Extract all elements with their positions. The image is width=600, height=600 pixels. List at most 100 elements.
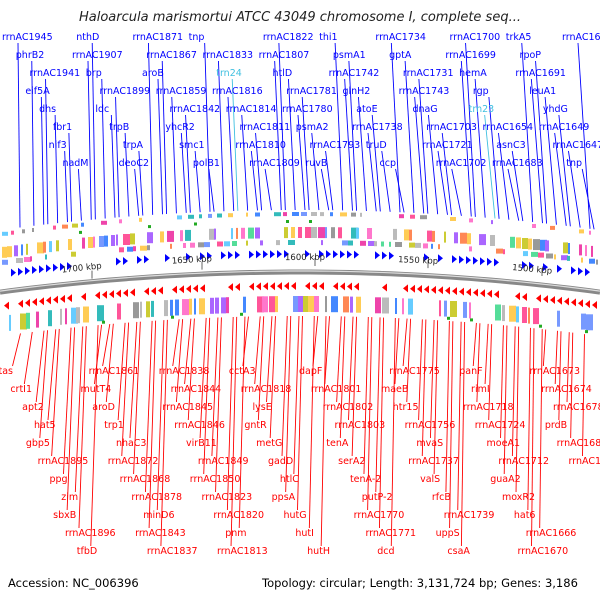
cog-box	[420, 215, 427, 220]
cog-box	[215, 297, 219, 314]
cog-box	[399, 214, 404, 219]
cog-box	[314, 296, 319, 312]
cog-box	[30, 256, 32, 262]
reverse-gene-label: putP-2	[362, 492, 393, 503]
cog-box	[532, 224, 536, 228]
reverse-gene-arrow	[354, 282, 359, 291]
feature-marker	[309, 220, 312, 223]
forward-leader-line	[418, 78, 429, 214]
reverse-gene-arrow	[109, 290, 114, 299]
cog-box	[409, 229, 412, 241]
reverse-leader-line	[203, 317, 211, 475]
cog-box	[522, 307, 527, 323]
reverse-leader-line	[175, 319, 184, 403]
cog-box	[516, 237, 521, 249]
forward-leader-line	[297, 114, 306, 211]
cog-box	[374, 241, 377, 247]
forward-gene-label: trpA	[123, 140, 144, 151]
forward-gene-arrow	[333, 250, 338, 259]
reverse-gene-label: rrnAC1849	[198, 456, 249, 467]
forward-leader-line	[255, 132, 263, 211]
cog-box	[579, 229, 584, 234]
reverse-leader-line	[102, 323, 111, 367]
reverse-gene-arrow	[585, 300, 590, 309]
cog-box	[243, 296, 246, 313]
forward-leader-line	[180, 132, 187, 213]
reverse-leader-line	[199, 317, 207, 439]
reverse-leader-line	[254, 316, 261, 385]
cog-box	[185, 229, 191, 241]
feature-marker	[240, 312, 243, 316]
reverse-gene-arrow	[578, 299, 583, 308]
scale-label: 1700 kbp	[61, 261, 102, 275]
reverse-leader-line	[74, 326, 84, 493]
reverse-gene-label: rrnAC1739	[444, 510, 495, 521]
reverse-gene-arrow	[249, 282, 254, 291]
reverse-leader-line	[215, 317, 222, 493]
scale-label: 1600 kbp	[285, 253, 325, 263]
reverse-gene-label: rrnAC1684	[569, 456, 600, 467]
forward-gene-arrow	[137, 255, 142, 264]
reverse-leader-line	[484, 323, 489, 385]
cog-box	[375, 297, 381, 314]
reverse-leader-line	[472, 322, 477, 367]
forward-leader-line	[161, 60, 168, 214]
reverse-gene-label: rrnAC1712	[498, 456, 549, 467]
reverse-gene-label: rrnAC1673	[529, 366, 580, 377]
forward-gene-label: rgp	[473, 86, 489, 97]
reverse-gene-arrow	[284, 282, 289, 291]
forward-leader-line	[544, 96, 557, 225]
cog-box	[11, 230, 14, 235]
cog-box	[276, 240, 280, 246]
cog-box	[37, 242, 44, 254]
forward-leader-line	[348, 60, 358, 211]
forward-gene-label: rrnAC1907	[72, 50, 123, 61]
reverse-leader-line	[172, 319, 180, 367]
cog-box	[491, 220, 493, 225]
reverse-gene-arrow	[116, 289, 121, 298]
reverse-gene-arrow	[403, 284, 408, 293]
cog-box	[81, 222, 84, 227]
reverse-gene-arrow	[235, 282, 240, 291]
forward-leader-line	[241, 114, 249, 211]
reverse-gene-label: rimI	[471, 384, 490, 395]
reverse-gene-arrow	[312, 282, 317, 291]
forward-gene-arrow	[459, 255, 464, 264]
reverse-leader-line	[121, 322, 130, 457]
cog-box	[382, 297, 389, 314]
cog-box	[288, 240, 295, 245]
cog-box	[292, 212, 299, 216]
cog-box	[139, 217, 142, 222]
cog-box	[550, 225, 555, 230]
reverse-leader-line	[266, 316, 273, 403]
reverse-leader-line	[515, 326, 520, 493]
reverse-gene-arrow	[158, 286, 163, 295]
forward-gene-label: rrnAC1793	[310, 140, 361, 151]
forward-leader-line	[54, 114, 59, 224]
cog-box	[557, 310, 560, 327]
forward-gene-label: rrnAC1734	[375, 32, 426, 43]
reverse-gene-label: moxR2	[502, 492, 535, 503]
forward-gene-label: psmA1	[333, 50, 366, 61]
reverse-leader-line	[184, 318, 192, 385]
map-title: Haloarcula marismortui ATCC 43049 chromo…	[79, 10, 521, 25]
cog-box	[368, 241, 375, 246]
forward-leader-line	[171, 96, 177, 214]
reverse-gene-label: rrnAC1878	[131, 492, 182, 503]
cog-box	[14, 245, 18, 257]
forward-gene-label: trkA5	[506, 32, 532, 43]
forward-gene-label: rrnAC1742	[329, 68, 380, 79]
cog-box	[342, 240, 348, 246]
reverse-gene-label: hat6	[514, 510, 536, 521]
cog-box	[151, 300, 154, 317]
forward-leader-line	[115, 96, 120, 218]
reverse-gene-label: rfcB	[432, 492, 451, 503]
reverse-gene-label: rrnAC1895	[38, 456, 89, 467]
forward-gene-arrow	[277, 250, 282, 259]
cog-box	[199, 214, 202, 219]
reverse-gene-arrow	[18, 299, 23, 308]
reverse-gene-arrow	[410, 284, 415, 293]
cog-box	[257, 296, 264, 313]
forward-gene-label: rrnAC1683	[492, 158, 543, 169]
cog-box	[255, 212, 260, 217]
